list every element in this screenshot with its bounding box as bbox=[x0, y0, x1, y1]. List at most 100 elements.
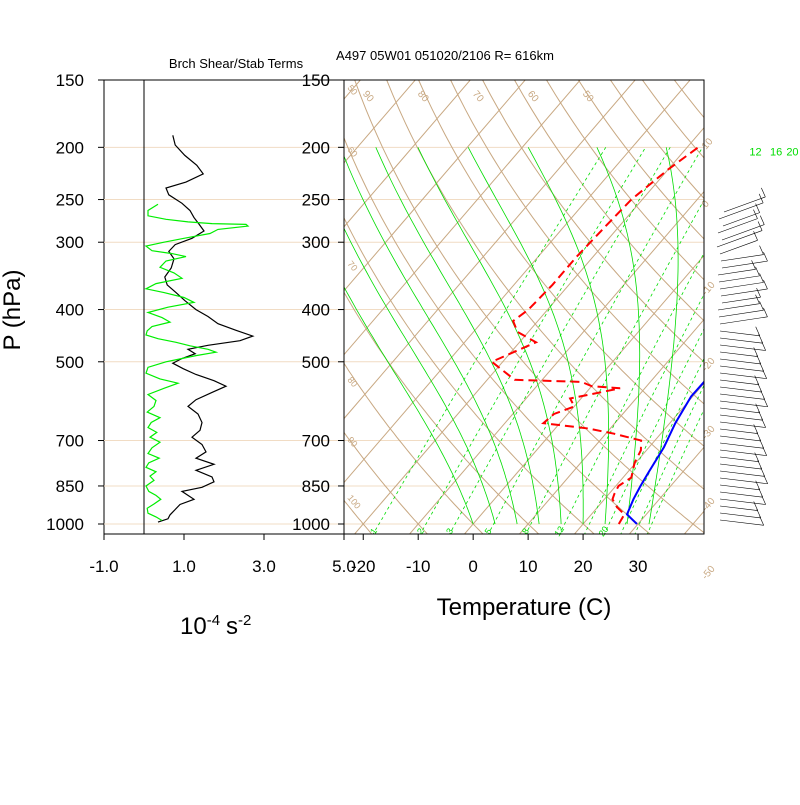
mixing-ratio-line bbox=[584, 147, 782, 535]
wind-barb-staff bbox=[720, 513, 761, 518]
wind-barb-flag bbox=[760, 273, 764, 282]
wind-barb-staff bbox=[720, 450, 767, 456]
x-tick-label: 3.0 bbox=[252, 557, 276, 576]
pressure-tick-label: 850 bbox=[56, 477, 84, 496]
wind-barb-flag bbox=[759, 194, 763, 203]
dry-adiabat-line bbox=[782, 0, 800, 535]
wind-barb-staff bbox=[721, 255, 764, 261]
x-label-exponent-1: -4 bbox=[207, 612, 220, 629]
wind-barb-staff bbox=[720, 436, 761, 441]
temperature-tick-label: -10 bbox=[406, 557, 431, 576]
pressure-tick-label: 250 bbox=[56, 191, 84, 210]
wind-barb-staff bbox=[722, 261, 767, 268]
pressure-tick-label: 700 bbox=[302, 432, 330, 451]
wind-barb-flag bbox=[760, 516, 764, 525]
wind-barb-staff bbox=[720, 359, 761, 364]
wind-barb-staff bbox=[720, 464, 762, 469]
pressure-tick-label: 200 bbox=[302, 138, 330, 157]
isotherm-label: 70 bbox=[470, 89, 486, 105]
wind-barb-staff bbox=[720, 520, 764, 525]
dry-adiabat-label: -30 bbox=[700, 423, 718, 441]
wind-barb-staff bbox=[720, 471, 765, 476]
mixing-ratio-label: 3 bbox=[444, 526, 455, 536]
pressure-tick-label: 300 bbox=[302, 233, 330, 252]
dry-adiabat-label: -10 bbox=[700, 279, 718, 297]
isotherm-edge-label: 70 bbox=[345, 259, 359, 273]
wind-barb-staff bbox=[720, 240, 758, 254]
moist-adiabat-line bbox=[649, 147, 678, 524]
wind-barb-flag bbox=[758, 222, 762, 231]
wind-barb-staff bbox=[720, 394, 765, 399]
wind-barb-flag bbox=[763, 308, 767, 317]
wind-barb-staff bbox=[720, 415, 763, 420]
pressure-tick-label: 1000 bbox=[46, 515, 84, 534]
wind-barb-flag bbox=[756, 267, 760, 276]
wind-barb-flag bbox=[752, 260, 756, 269]
wind-barb-flag bbox=[757, 288, 761, 297]
wind-barb-flag bbox=[756, 295, 760, 304]
mixing-ratio-label: 1 bbox=[368, 526, 379, 536]
wind-barb-flag bbox=[763, 280, 767, 289]
pressure-tick-label: 500 bbox=[56, 353, 84, 372]
temperature-tick-label: 0 bbox=[468, 557, 477, 576]
wind-barb-staff bbox=[720, 485, 760, 490]
x-tick-label: 1.0 bbox=[172, 557, 196, 576]
wind-barb-flag bbox=[763, 252, 767, 261]
dry-adiabat-label: 0 bbox=[700, 198, 712, 210]
wind-barb-staff bbox=[720, 387, 762, 392]
wind-barb-staff bbox=[719, 310, 763, 317]
wind-barb-staff bbox=[717, 231, 762, 247]
isotherm-line bbox=[0, 0, 57, 535]
wind-barb-staff bbox=[720, 429, 758, 434]
wind-barb-staff bbox=[720, 401, 768, 407]
wind-barb-flag bbox=[763, 447, 767, 456]
temperature-tick-label: -20 bbox=[351, 557, 376, 576]
pressure-tick-label: 400 bbox=[56, 301, 84, 320]
wind-barb-flag bbox=[760, 246, 764, 255]
dry-adiabat-label: -20 bbox=[700, 355, 718, 373]
dry-adiabat-label: -50 bbox=[700, 563, 718, 581]
wind-barb-flag bbox=[760, 216, 764, 225]
isotherm-edge-label: 100 bbox=[345, 493, 362, 511]
wind-barb-flag bbox=[762, 342, 766, 351]
mixing-ratio-line bbox=[647, 147, 800, 535]
wind-barb-staff bbox=[720, 457, 759, 462]
wind-barb-staff bbox=[720, 352, 758, 357]
wind-barb-staff bbox=[720, 492, 763, 497]
wind-barb-staff bbox=[720, 422, 766, 428]
pressure-tick-label: 300 bbox=[56, 233, 84, 252]
isotherm-label: 90 bbox=[360, 89, 376, 105]
temperature-tick-label: 10 bbox=[519, 557, 538, 576]
moist-adiabat-line bbox=[340, 147, 517, 524]
pressure-tick-label: 1000 bbox=[292, 515, 330, 534]
wind-barb-staff bbox=[722, 297, 761, 303]
x-tick-label: -1.0 bbox=[89, 557, 118, 576]
dry-adiabat-label: 10 bbox=[700, 136, 716, 152]
x-label-exponent-2: -2 bbox=[238, 612, 251, 629]
mixing-ratio-label: 12 bbox=[552, 524, 566, 538]
wind-barb-staff bbox=[720, 506, 758, 511]
pressure-tick-label: 200 bbox=[56, 138, 84, 157]
wind-barb-flag bbox=[762, 496, 766, 505]
dry-adiabat-label: -40 bbox=[700, 495, 718, 513]
wind-barb-staff bbox=[720, 478, 768, 484]
wind-barb-flag bbox=[761, 188, 765, 197]
left-panel-title: Brch Shear/Stab Terms bbox=[169, 56, 304, 71]
wind-barb-staff bbox=[718, 304, 760, 310]
pressure-tick-label: 850 bbox=[302, 477, 330, 496]
pressure-tick-label: 500 bbox=[302, 353, 330, 372]
wind-barb-staff bbox=[720, 373, 767, 379]
skewt-panel: 5060708090100-10-20-30-40-50506070809010… bbox=[0, 0, 800, 621]
x-label-unit: s bbox=[226, 613, 238, 640]
wind-barb-staff bbox=[720, 345, 766, 351]
right-panel-title: A497 05W01 051020/2106 R= 616km bbox=[336, 48, 554, 63]
left-panel-series bbox=[146, 135, 253, 522]
wind-barb-flag bbox=[762, 419, 766, 428]
wind-barb-profile bbox=[717, 188, 768, 525]
mixing-ratio-label: 16 bbox=[770, 147, 782, 159]
